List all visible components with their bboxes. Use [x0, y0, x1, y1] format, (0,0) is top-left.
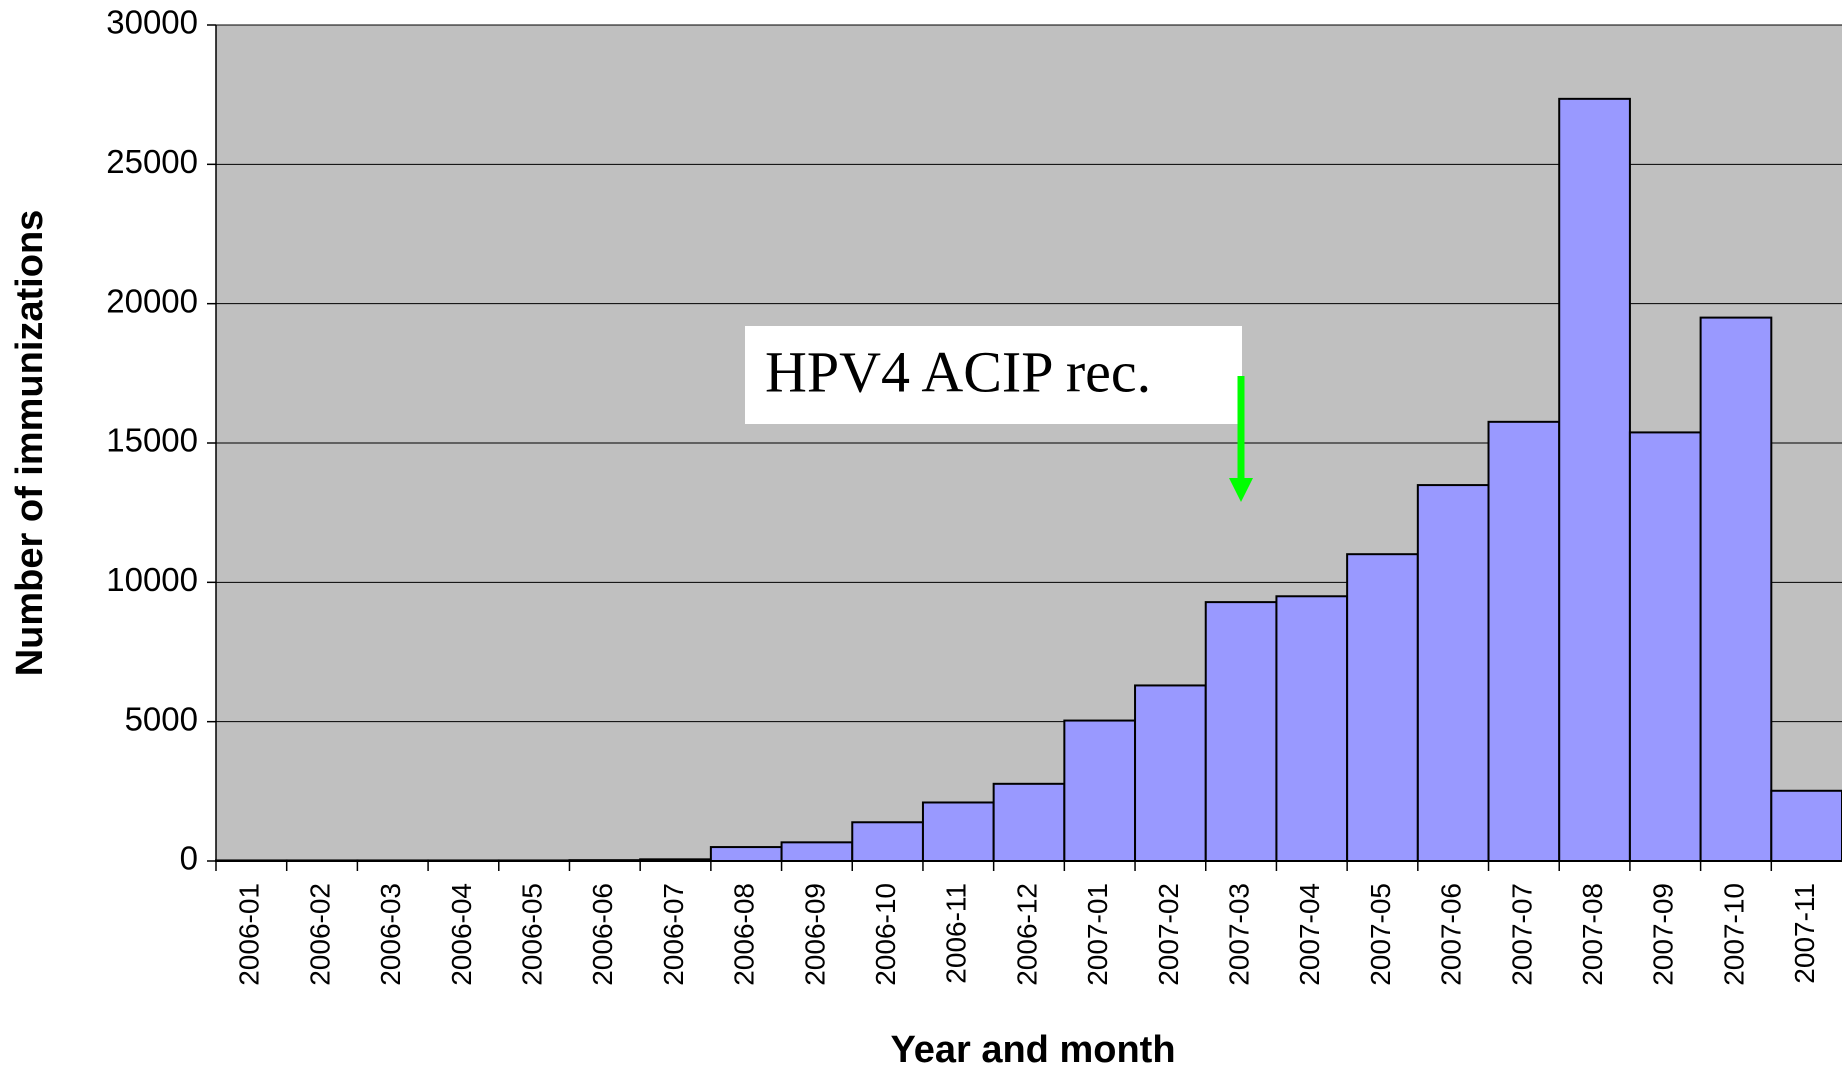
x-tick-label: 2006-02	[304, 883, 335, 986]
bar	[1204, 601, 1278, 862]
bar	[1487, 420, 1561, 862]
y-tick-label: 30000	[106, 4, 198, 41]
bar	[1346, 553, 1419, 862]
x-tick-label: 2006-12	[1011, 883, 1042, 986]
x-tick-label: 2007-06	[1436, 883, 1467, 986]
x-tick-label: 2006-08	[729, 883, 760, 986]
y-tick-label: 15000	[106, 422, 198, 459]
bar	[992, 782, 1066, 862]
x-tick-label: 2006-04	[446, 883, 477, 986]
x-tick-label: 2006-10	[870, 883, 901, 986]
x-tick-label: 2007-07	[1506, 883, 1537, 986]
x-tick-label: 2007-11	[1789, 883, 1820, 984]
y-tick-label: 10000	[106, 561, 198, 598]
x-tick-label: 2007-01	[1082, 883, 1113, 986]
bar	[1770, 789, 1842, 862]
bar	[780, 841, 854, 863]
x-tick-label: 2007-09	[1648, 883, 1679, 986]
bar	[1699, 316, 1773, 863]
x-tick-label: 2006-11	[941, 883, 972, 984]
annotation-arrowhead	[1229, 478, 1253, 502]
x-tick-label: 2006-09	[799, 883, 830, 986]
x-tick-label: 2006-03	[375, 883, 406, 986]
x-tick-label: 2006-07	[658, 883, 689, 986]
x-tick-label: 2006-05	[517, 883, 548, 986]
x-tick-label: 2006-06	[587, 883, 618, 986]
bar	[1628, 431, 1702, 862]
bar	[1558, 97, 1631, 862]
bar	[1416, 484, 1490, 862]
bar	[851, 821, 924, 862]
y-axis-title: Number of immunizations	[9, 210, 51, 677]
bar	[1134, 684, 1207, 862]
y-tick-label: 20000	[106, 282, 198, 319]
y-tick-label: 0	[180, 840, 198, 877]
annotation-box	[745, 326, 1242, 424]
y-tick-label: 25000	[106, 143, 198, 180]
y-tick-label: 5000	[125, 700, 198, 737]
x-tick-label: 2007-10	[1718, 883, 1749, 986]
x-tick-label: 2007-03	[1223, 883, 1254, 986]
bar	[921, 801, 995, 862]
bar	[709, 846, 783, 862]
x-tick-label: 2007-05	[1365, 883, 1396, 986]
x-tick-label: 2007-04	[1294, 883, 1325, 986]
x-axis-title: Year and month	[890, 1029, 1175, 1071]
x-tick-label: 2007-08	[1577, 883, 1608, 986]
annotation: HPV4 ACIP rec.	[765, 339, 1151, 404]
x-tick-label: 2006-01	[234, 883, 265, 986]
bar	[1275, 595, 1349, 862]
bar	[1063, 719, 1137, 862]
x-tick-label: 2007-02	[1153, 883, 1184, 986]
